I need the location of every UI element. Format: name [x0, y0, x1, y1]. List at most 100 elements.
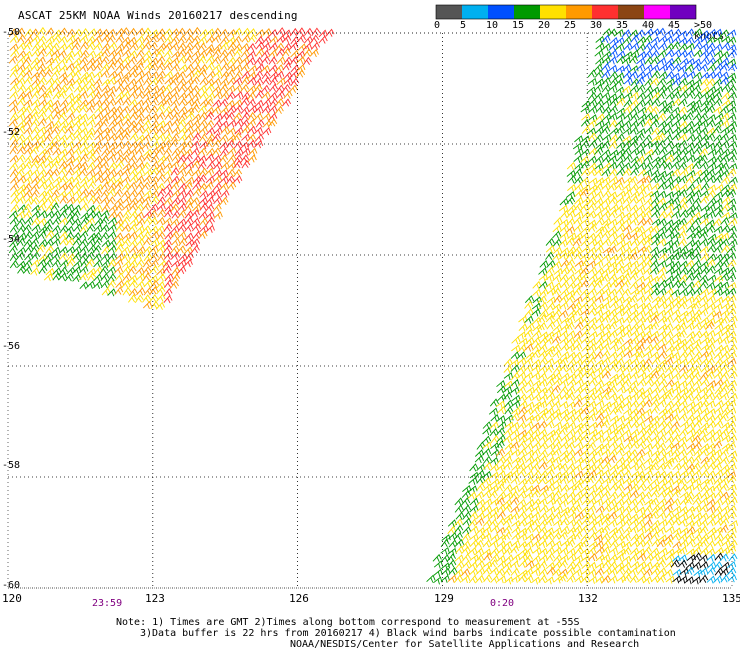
wind-barb: [86, 35, 96, 44]
wind-barb: [101, 48, 111, 57]
wind-barb: [601, 287, 611, 296]
colorbar-tick-label: 45: [668, 20, 681, 31]
wind-barb: [474, 547, 485, 556]
wind-barb: [630, 483, 640, 492]
wind-barb: [566, 547, 576, 556]
wind-barb: [663, 420, 673, 430]
wind-barb: [73, 49, 83, 58]
wind-barb: [127, 265, 137, 275]
wind-barb: [143, 252, 153, 262]
wind-barb: [580, 385, 590, 394]
colorbar-tick-label: 30: [590, 20, 603, 31]
wind-barb: [656, 539, 666, 548]
wind-barb: [538, 560, 548, 569]
wind-barb: [707, 274, 717, 283]
wind-barb: [706, 294, 716, 304]
wind-barb: [728, 315, 738, 324]
wind-barb: [593, 83, 604, 92]
wind-barb: [713, 28, 723, 37]
wind-barb: [531, 308, 541, 317]
wind-barb: [517, 344, 527, 353]
wind-barb: [692, 483, 703, 492]
wind-barb: [636, 99, 646, 108]
wind-barb: [163, 162, 173, 171]
wind-barb: [705, 391, 716, 401]
wind-barb: [622, 140, 632, 149]
wind-barb: [713, 288, 723, 297]
wind-barb: [642, 576, 653, 585]
wind-barb: [665, 149, 675, 158]
wind-barb: [622, 224, 632, 233]
wind-barb: [706, 428, 716, 438]
wind-barb: [183, 153, 193, 163]
wind-barb: [497, 406, 507, 415]
wind-barb: [686, 447, 696, 456]
wind-barb: [100, 280, 110, 289]
wind-barb: [665, 548, 675, 557]
wind-barb: [86, 50, 97, 59]
wind-barb: [234, 147, 244, 157]
wind-barb: [608, 567, 618, 576]
wind-barb: [205, 62, 215, 71]
wind-barb: [558, 573, 568, 582]
wind-barb: [692, 378, 702, 388]
wind-barb: [608, 475, 618, 484]
wind-barb: [678, 380, 688, 389]
wind-barb: [574, 434, 584, 443]
wind-barb: [714, 147, 724, 156]
wind-barb: [693, 419, 703, 428]
wind-barb: [601, 149, 611, 158]
wind-barb: [685, 309, 695, 318]
wind-barb: [602, 559, 612, 568]
wind-barb: [233, 104, 243, 113]
wind-barb: [65, 167, 75, 176]
wind-barb: [23, 119, 33, 128]
wind-barb: [595, 267, 605, 276]
wind-barb: [178, 253, 188, 262]
wind-barb: [587, 400, 597, 409]
wind-barb: [678, 316, 688, 325]
wind-barb: [262, 127, 272, 136]
wind-barb: [17, 140, 27, 149]
wind-barb: [31, 210, 41, 219]
wind-barb: [157, 42, 167, 51]
wind-barb: [80, 41, 89, 50]
wind-barb: [552, 546, 563, 555]
wind-barb: [608, 575, 618, 584]
wind-barb: [219, 141, 229, 150]
wind-barb: [658, 301, 668, 310]
wind-barb: [184, 202, 194, 212]
wind-barb: [10, 125, 20, 134]
wind-barb: [595, 385, 605, 395]
wind-barb: [559, 400, 569, 409]
wind-barb: [545, 378, 555, 387]
wind-barb: [685, 272, 695, 281]
wind-barb: [531, 302, 542, 311]
wind-barb: [698, 434, 708, 443]
wind-barb: [607, 308, 618, 317]
wind-barb: [304, 27, 314, 36]
wind-barb: [713, 134, 723, 143]
wind-barb: [685, 434, 696, 443]
wind-barb: [630, 49, 640, 58]
wind-barb: [78, 119, 89, 128]
wind-barb: [636, 539, 646, 548]
wind-barb: [17, 224, 27, 233]
wind-barb: [58, 209, 68, 219]
wind-barb: [580, 315, 590, 325]
wind-barb: [595, 562, 605, 571]
wind-barb: [108, 118, 118, 128]
wind-barb: [593, 280, 603, 289]
wind-barb: [699, 413, 709, 423]
wind-barb: [651, 127, 661, 136]
wind-barb: [524, 343, 534, 352]
wind-barb: [644, 483, 654, 492]
wind-barb: [511, 539, 521, 548]
wind-barb: [699, 330, 710, 339]
wind-barb: [559, 476, 569, 485]
wind-barb: [169, 280, 179, 289]
wind-barb: [525, 455, 535, 464]
wind-barb: [9, 132, 19, 141]
wind-barb: [101, 259, 111, 268]
wind-barb: [191, 91, 201, 101]
